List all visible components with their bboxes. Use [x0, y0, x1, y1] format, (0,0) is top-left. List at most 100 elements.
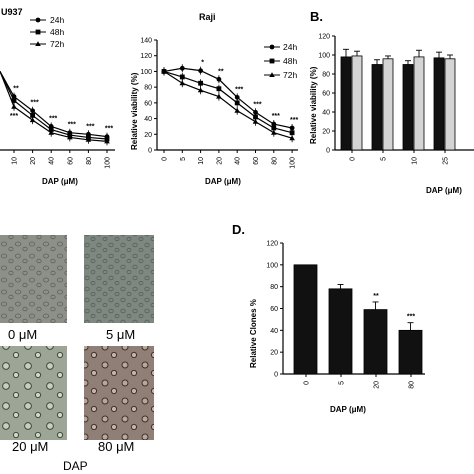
raji-point-48h — [198, 80, 203, 86]
raji-x-tick-label: 100 — [290, 157, 297, 169]
b-y-tick-label: 40 — [322, 110, 330, 117]
raji-point-24h — [216, 76, 222, 82]
micrograph-20um — [0, 346, 67, 440]
d-y-tick-label: 100 — [266, 262, 278, 269]
micrograph-5um — [84, 235, 154, 323]
raji-x-tick-label: 0 — [162, 157, 169, 161]
b-y-tick-label: 100 — [318, 53, 330, 60]
u937-significance-label: *** — [86, 123, 94, 130]
u937-title: U937 — [1, 7, 23, 17]
u937-significance-label: ** — [13, 86, 19, 93]
raji-legend-marker-72h — [269, 72, 275, 77]
b-bar — [413, 56, 425, 151]
raji-x-tick-label: 10 — [198, 157, 205, 165]
d-significance-label: *** — [407, 314, 415, 321]
micrograph-label-0um: 0 μM — [8, 327, 37, 342]
b-bar — [351, 55, 363, 151]
u937-point-72h — [67, 134, 73, 140]
micrograph-panel: 0 μM 5 μM 20 μM 80 μM DAP — [0, 235, 154, 473]
raji-significance-label: *** — [235, 86, 243, 93]
u937-x-tick-label: 60 — [67, 157, 74, 165]
u937-series-line-start — [0, 71, 15, 108]
d-y-tick-label: 120 — [266, 241, 278, 248]
u937-series-line-24h — [13, 96, 108, 138]
u937-series-line-72h — [13, 106, 108, 142]
u937-x-tick-label: 20 — [30, 157, 37, 165]
panel-b-x-label: DAP (μM) — [426, 186, 462, 195]
raji-y-label: Relative viability (%) — [130, 72, 139, 150]
raji-y-tick-label: 40 — [144, 116, 152, 123]
panel-d-label: D. — [232, 222, 245, 237]
d-y-tick-label: 80 — [270, 284, 278, 291]
raji-significance-label: * — [201, 60, 204, 67]
b-x-tick-label: 25 — [443, 157, 450, 165]
u937-series-line-48h — [13, 100, 108, 140]
raji-series-line-72h — [163, 70, 293, 139]
raji-significance-label: *** — [290, 117, 298, 124]
d-x-tick-label: 20 — [374, 381, 381, 389]
raji-legend: 24h 48h 72h — [264, 42, 297, 80]
raji-point-72h — [289, 135, 295, 141]
d-y-tick-label: 40 — [270, 328, 278, 335]
d-y-tick-label: 60 — [270, 306, 278, 313]
micrograph-group-label: DAP — [63, 459, 88, 473]
micrograph-label-5um: 5 μM — [106, 327, 135, 342]
panel-b-x-ticks: 0 5 10 25 — [350, 150, 450, 165]
panel-d-y-label: Relative Clones % — [249, 299, 258, 368]
b-bar — [382, 58, 394, 151]
raji-x-tick-label: 80 — [271, 157, 278, 165]
raji-point-24h — [198, 68, 204, 74]
u937-point-72h — [85, 136, 92, 142]
raji-significance-label: *** — [272, 113, 280, 120]
panel-b-chart: B. 0 20 40 60 80 100 120 0 5 10 25 Relative viabi… — [309, 9, 474, 195]
u937-significance-label: *** — [68, 122, 76, 129]
u937-legend-72h: 72h — [50, 39, 64, 49]
d-x-tick-label: 80 — [409, 381, 416, 389]
panel-b-bars — [340, 48, 456, 151]
u937-point-72h — [104, 138, 110, 144]
raji-point-72h — [234, 107, 240, 113]
d-y-tick-label: 0 — [274, 372, 278, 379]
u937-point-72h — [48, 129, 54, 135]
micrograph-80um — [84, 346, 154, 440]
u937-plot-area: ******** ****** *** *** — [0, 71, 113, 146]
u937-significance-label: *** — [31, 100, 39, 107]
raji-point-48h — [271, 125, 277, 131]
raji-legend-marker-48h — [269, 58, 275, 64]
raji-point-48h — [234, 100, 240, 106]
raji-legend-24h: 24h — [283, 42, 297, 52]
raji-y-ticks: 0 20 40 60 80 100 120 140 — [140, 38, 157, 155]
raji-point-72h — [161, 68, 167, 74]
panel-d-y-ticks: 0 20 40 60 80 100 120 — [266, 241, 283, 379]
u937-point-72h — [29, 117, 36, 123]
raji-plot-area: *************** — [161, 60, 298, 143]
raji-point-72h — [197, 87, 204, 93]
panel-b-y-label: Relative viability (%) — [309, 66, 318, 144]
u937-legend-48h: 48h — [50, 27, 64, 37]
raji-y-tick-label: 140 — [140, 38, 152, 45]
d-x-tick-label: 0 — [304, 381, 311, 385]
micrograph-label-80um: 80 μM — [98, 439, 134, 454]
d-bar — [363, 309, 388, 375]
micrograph-label-20um: 20 μM — [12, 439, 48, 454]
raji-point-72h — [252, 118, 259, 124]
raji-legend-48h: 48h — [283, 56, 297, 66]
raji-y-tick-label: 120 — [140, 53, 152, 60]
panel-d-x-label: DAP (μM) — [330, 405, 366, 414]
raji-legend-marker-24h — [269, 44, 275, 50]
d-bar — [293, 264, 318, 375]
raji-point-48h — [216, 86, 222, 92]
raji-x-tick-label: 20 — [216, 157, 223, 165]
b-x-tick-label: 0 — [350, 157, 357, 161]
panel-d-bars: ***** — [293, 264, 423, 375]
u937-x-ticks: 10 20 40 60 80 100 — [12, 150, 112, 169]
raji-point-72h — [271, 129, 277, 135]
micrograph-0um — [0, 235, 67, 323]
d-y-tick-label: 20 — [270, 350, 278, 357]
raji-title: Raji — [199, 12, 216, 22]
u937-significance-label: *** — [10, 113, 18, 120]
u937-significance-label: *** — [105, 126, 113, 133]
u937-x-label: DAP (μM) — [42, 177, 78, 186]
raji-series-line-24h — [163, 67, 293, 129]
